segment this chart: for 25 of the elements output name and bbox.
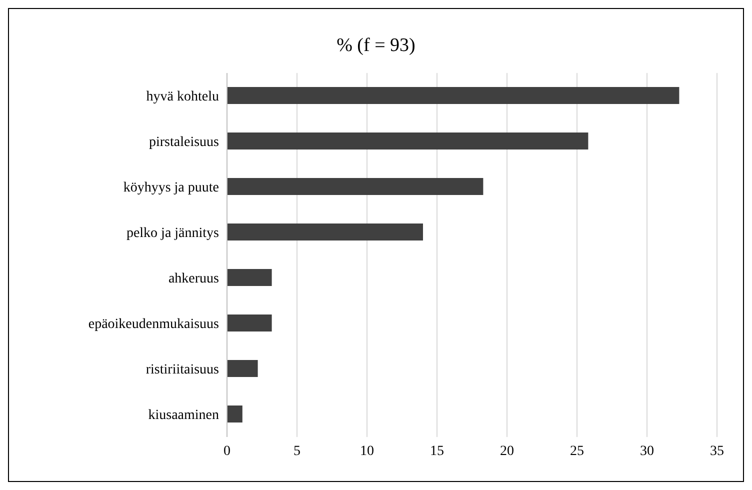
y-tick-label: epäoikeudenmukaisuus bbox=[88, 317, 219, 332]
x-tick-label: 5 bbox=[294, 444, 300, 459]
bar bbox=[227, 406, 242, 422]
y-tick-label: kiusaaminen bbox=[148, 408, 219, 424]
bar bbox=[227, 178, 484, 195]
bar bbox=[227, 360, 258, 377]
y-tick-label: pirstaleisuus bbox=[149, 135, 219, 150]
bar bbox=[227, 132, 588, 150]
x-tick-label: 20 bbox=[500, 444, 514, 459]
x-tick-label: 30 bbox=[640, 444, 654, 459]
chart-title: % (f = 93) bbox=[336, 35, 416, 58]
x-tick-label: 35 bbox=[710, 444, 724, 459]
bar bbox=[227, 269, 272, 286]
y-tick-label: ahkeruus bbox=[168, 272, 219, 287]
y-tick-label: pelko ja jännitys bbox=[126, 226, 219, 242]
x-tick-label: 15 bbox=[430, 444, 444, 459]
bar bbox=[227, 224, 423, 240]
y-tick-label: köyhyys ja puute bbox=[123, 180, 219, 196]
x-tick-label: 10 bbox=[360, 444, 374, 459]
bar bbox=[227, 87, 680, 104]
x-tick-label: 25 bbox=[570, 444, 584, 459]
x-tick-label: 0 bbox=[224, 444, 230, 459]
bar bbox=[227, 314, 272, 332]
y-tick-label: hyvä kohtelu bbox=[146, 90, 219, 105]
y-tick-label: ristiriitaisuus bbox=[146, 362, 219, 378]
